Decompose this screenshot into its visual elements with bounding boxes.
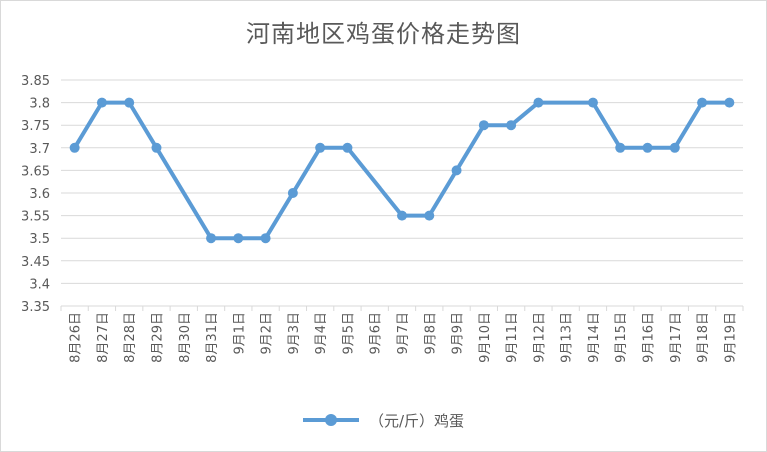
- data-point: [287, 188, 298, 198]
- y-tick-label: 3.75: [21, 119, 50, 134]
- y-tick-label: 3.5: [29, 232, 50, 247]
- x-tick-label: 9月18日: [696, 312, 711, 363]
- data-point: [615, 142, 626, 153]
- y-tick-label: 3.7: [29, 142, 50, 157]
- data-point: [478, 120, 489, 131]
- data-point: [315, 142, 326, 153]
- x-tick-label: 9月17日: [669, 312, 684, 363]
- data-point: [724, 97, 735, 108]
- x-tick-label: 8月30日: [178, 312, 193, 363]
- x-tick-label: 8月29日: [150, 312, 165, 363]
- x-tick-label: 8月27日: [96, 312, 111, 363]
- x-tick-label: 8月28日: [123, 312, 138, 363]
- y-tick-label: 3.45: [21, 255, 50, 270]
- x-tick-label: 9月16日: [642, 312, 657, 363]
- x-tick-label: 9月14日: [587, 312, 602, 363]
- x-tick-label: 9月2日: [260, 312, 275, 355]
- series-line: [72, 100, 730, 241]
- data-point: [533, 97, 544, 108]
- x-tick-label: 9月9日: [451, 312, 466, 355]
- y-tick-label: 3.85: [21, 74, 50, 89]
- x-tick-label: 9月13日: [560, 312, 575, 363]
- legend-label: （元/斤）鸡蛋: [368, 411, 465, 430]
- data-point: [642, 142, 653, 153]
- x-tick-label: 9月4日: [314, 312, 329, 355]
- data-point: [506, 120, 517, 131]
- x-tick-label: 9月8日: [423, 312, 438, 355]
- data-point: [342, 142, 353, 153]
- data-point: [397, 210, 407, 221]
- y-tick-label: 3.8: [29, 97, 50, 112]
- y-tick-label: 3.4: [29, 277, 50, 292]
- data-point: [451, 165, 462, 176]
- y-tick-label: 3.35: [21, 300, 50, 315]
- data-point: [669, 142, 680, 153]
- x-tick-label: 8月26日: [69, 312, 84, 363]
- x-tick-label: 9月6日: [369, 312, 384, 355]
- x-tick-label: 9月19日: [723, 312, 738, 363]
- x-tick-label: 9月15日: [614, 312, 629, 363]
- x-tick-label: 9月7日: [396, 312, 411, 355]
- chart-title: 河南地区鸡蛋价格走势图: [246, 20, 521, 48]
- data-point: [124, 97, 135, 108]
- x-tick-label: 9月3日: [287, 312, 302, 355]
- x-tick-label: 8月31日: [205, 312, 220, 363]
- data-point: [233, 233, 244, 244]
- legend: （元/斤）鸡蛋: [0, 408, 767, 432]
- data-point: [96, 97, 107, 108]
- x-tick-label: 9月5日: [341, 312, 356, 355]
- y-tick-label: 3.65: [21, 164, 50, 179]
- data-point: [206, 233, 217, 244]
- data-point: [697, 97, 708, 108]
- data-point: [587, 97, 598, 108]
- x-tick-label: 9月11日: [505, 312, 520, 363]
- data-point: [151, 142, 162, 153]
- x-tick-label: 9月10日: [478, 312, 493, 363]
- x-tick-label: 9月12日: [532, 312, 547, 363]
- legend-line-marker-icon: [302, 412, 359, 428]
- data-point: [69, 142, 80, 153]
- y-tick-label: 3.55: [21, 210, 50, 225]
- data-point: [424, 210, 435, 221]
- y-tick-label: 3.6: [29, 187, 50, 202]
- x-tick-label: 9月1日: [232, 312, 247, 355]
- data-point: [260, 233, 271, 244]
